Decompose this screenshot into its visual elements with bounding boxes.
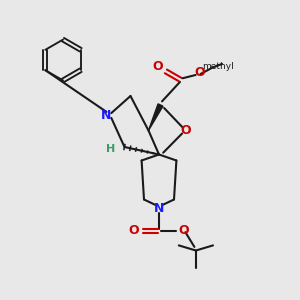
Polygon shape xyxy=(148,104,163,130)
Text: N: N xyxy=(101,109,112,122)
Text: H: H xyxy=(106,143,116,154)
Text: N: N xyxy=(154,202,164,215)
Text: O: O xyxy=(180,124,191,137)
Text: O: O xyxy=(153,60,164,74)
Text: O: O xyxy=(178,224,189,238)
Text: O: O xyxy=(129,224,140,238)
Text: methyl: methyl xyxy=(202,62,234,71)
Text: O: O xyxy=(194,66,205,79)
